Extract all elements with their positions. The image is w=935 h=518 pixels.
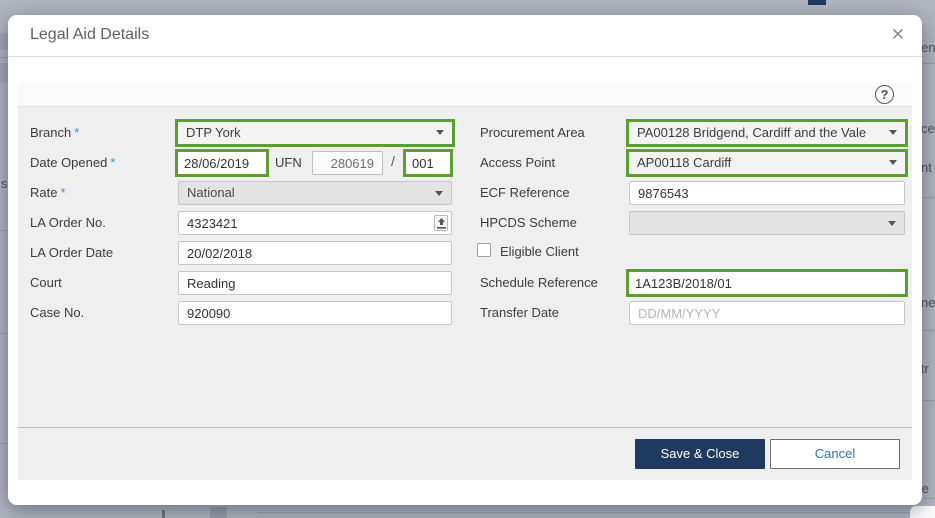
background-divider [0,333,8,334]
access-point-label: Access Point [480,155,556,170]
background-divider [922,63,935,64]
chevron-down-icon [889,160,897,165]
branch-label: Branch * [30,125,79,140]
procurement-area-label: Procurement Area [480,125,585,140]
background-divider [0,57,8,58]
background-text-fragment: en [921,40,935,55]
ufn-suffix-input[interactable] [403,149,453,177]
date-opened-label: Date Opened * [30,155,115,170]
background-divider [922,400,935,401]
transfer-date-label: Transfer Date [480,305,559,320]
dialog-footer: Save & Close Cancel [18,427,912,480]
required-asterisk: * [110,155,116,170]
dialog-header: Legal Aid Details ✕ [8,15,922,57]
branch-value: DTP York [186,125,241,140]
rate-value: National [187,185,235,200]
dialog-title: Legal Aid Details [30,26,150,43]
background-divider [257,512,910,513]
cancel-button[interactable]: Cancel [770,439,900,469]
save-and-close-button[interactable]: Save & Close [635,439,765,469]
la-order-date-input[interactable] [178,241,452,265]
field-row-ecf-reference: ECF Reference [18,179,912,207]
background-text-fragment: itr [918,361,929,376]
case-no-input[interactable] [178,301,452,325]
background-page-fragment [0,33,8,50]
background-button-fragment [808,0,826,5]
la-order-no-field [178,211,452,235]
branch-label-text: Branch [30,125,72,140]
background-divider [913,498,935,499]
access-point-value: AP00118 Cardiff [637,155,732,170]
ecf-reference-label: ECF Reference [480,185,570,200]
dialog-body: ? Branch * DTP York Procurement Area PA00… [18,83,912,480]
date-opened-label-text: Date Opened [30,155,108,170]
chevron-down-icon [888,221,896,226]
field-row-case-no: Case No. [18,299,912,327]
procurement-area-value: PA00128 Bridgend, Cardiff and the Vale [637,125,867,140]
background-panel-fragment [910,506,935,518]
field-row-schedule-reference: Schedule Reference [18,269,912,297]
date-opened-input[interactable] [175,149,269,177]
background-divider [922,330,935,331]
eligible-client-label: Eligible Client [500,244,579,259]
ecf-reference-input[interactable] [629,181,905,205]
rate-label-text: Rate [30,185,58,200]
field-row-la-order-no: LA Order No. [18,209,912,237]
numeric-stepper-icon[interactable] [434,215,448,231]
field-row-court: Court [18,269,912,297]
rate-label: Rate * [30,185,66,200]
legal-aid-details-dialog: Legal Aid Details ✕ ? Branch * DTP York P… [8,15,922,505]
background-text-fragment: nt [921,160,932,175]
background-page-fragment [162,510,165,518]
la-order-date-label: LA Order Date [30,245,114,260]
required-asterisk: * [60,185,66,200]
schedule-reference-label: Schedule Reference [480,275,598,290]
hpcds-scheme-dropdown[interactable] [629,211,905,235]
field-row-procurement-area: Procurement Area PA00128 Bridgend, Cardi… [18,119,912,147]
background-divider [922,197,935,198]
background-divider [0,230,8,231]
background-text-fragment: ce [921,121,935,136]
field-row-la-order-date: LA Order Date [18,239,912,267]
legal-aid-form: Branch * DTP York Procurement Area PA0012… [18,107,912,427]
branch-dropdown[interactable]: DTP York [175,119,455,147]
help-icon[interactable]: ? [875,85,894,104]
chevron-down-icon [435,191,443,196]
background-page-fragment [0,63,8,83]
transfer-date-input[interactable] [629,301,905,325]
ufn-label: UFN [275,155,302,170]
background-page-fragment [210,507,227,518]
chevron-down-icon [889,130,897,135]
hpcds-scheme-label: HPCDS Scheme [480,215,577,230]
field-row-eligible-client: Eligible Client [18,239,912,267]
required-asterisk: * [74,125,80,140]
case-no-label: Case No. [30,305,85,320]
background-text-fragment: s [1,176,8,191]
schedule-reference-input[interactable] [626,269,908,297]
access-point-dropdown[interactable]: AP00118 Cardiff [626,149,908,177]
close-icon[interactable]: ✕ [890,25,905,44]
court-input[interactable] [178,271,452,295]
procurement-area-dropdown[interactable]: PA00128 Bridgend, Cardiff and the Vale [626,119,908,147]
court-label: Court [30,275,62,290]
la-order-no-input[interactable] [178,211,452,235]
eligible-client-checkbox[interactable] [477,243,491,257]
toolbar: ? [18,83,912,107]
chevron-down-icon [436,130,444,135]
field-row-branch: Branch * DTP York [18,119,912,147]
ufn-separator: / [391,153,395,169]
field-row-date-opened: Date Opened* UFN / [18,149,912,177]
ufn-input[interactable] [312,151,383,175]
rate-dropdown[interactable]: National [178,181,452,205]
field-row-rate: Rate * National [18,179,912,207]
background-text-fragment: ne [921,295,935,310]
la-order-no-label: LA Order No. [30,215,106,230]
field-row-hpcds-scheme: HPCDS Scheme [18,209,912,237]
field-row-access-point: Access Point AP00118 Cardiff [18,149,912,177]
field-row-transfer-date: Transfer Date [18,299,912,327]
background-divider [0,443,8,444]
